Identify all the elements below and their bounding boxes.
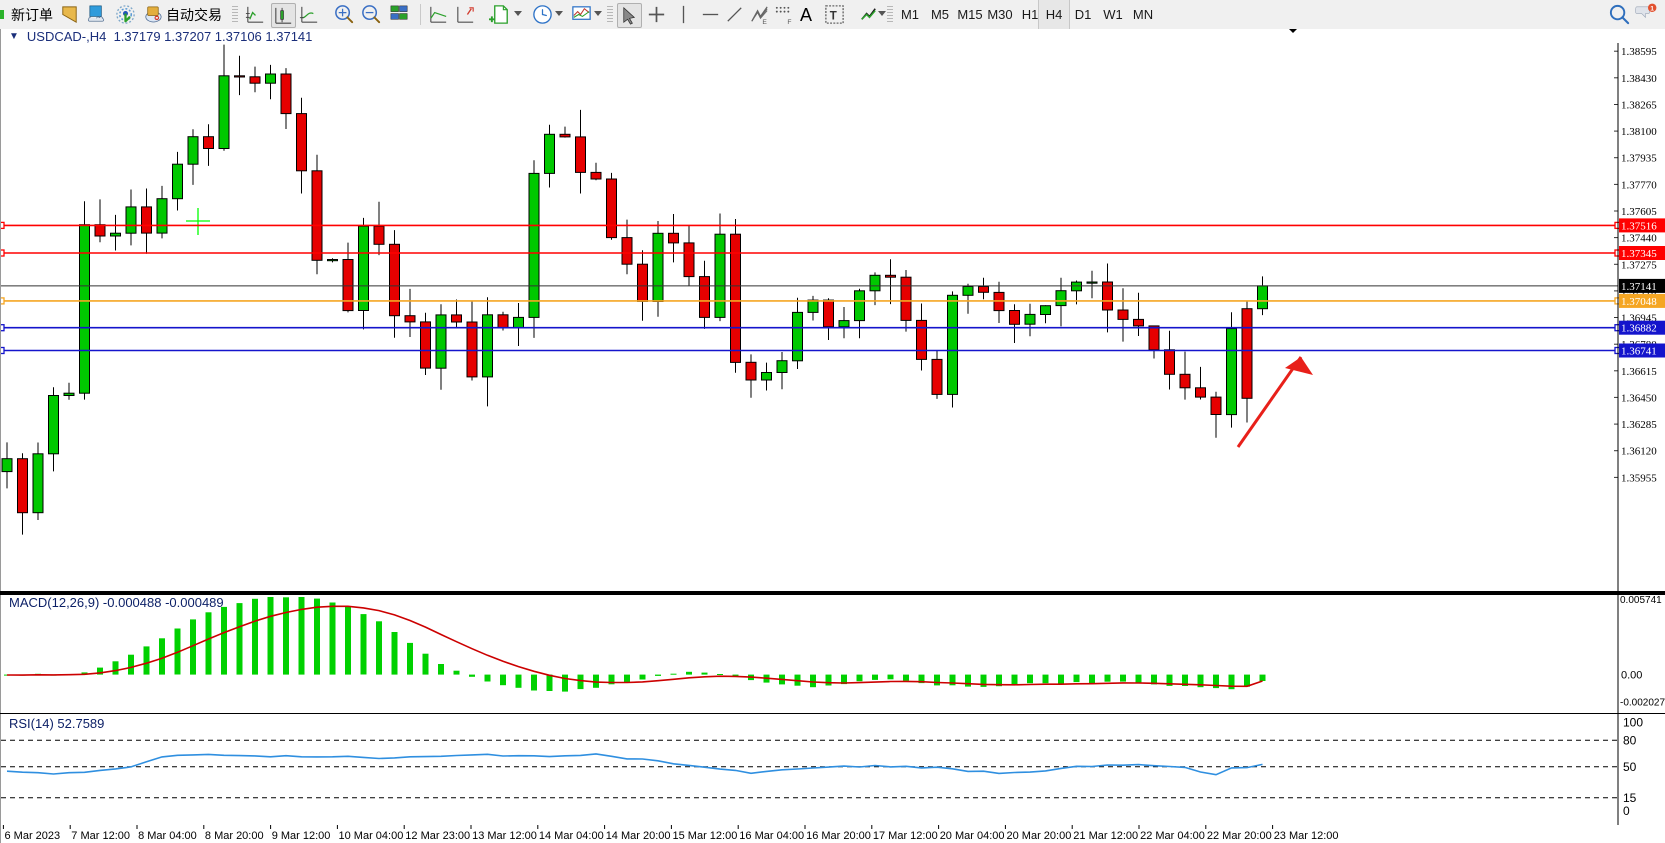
svg-text:6 Mar 2023: 6 Mar 2023 xyxy=(5,830,61,842)
svg-text:1: 1 xyxy=(1650,6,1654,13)
svg-text:80: 80 xyxy=(1623,733,1637,747)
svg-text:RSI(14) 52.7589: RSI(14) 52.7589 xyxy=(9,716,104,731)
svg-text:50: 50 xyxy=(1623,760,1637,774)
svg-text:21 Mar 12:00: 21 Mar 12:00 xyxy=(1073,830,1138,842)
svg-text:0.005741: 0.005741 xyxy=(1620,595,1662,606)
svg-text:14 Mar 04:00: 14 Mar 04:00 xyxy=(539,830,604,842)
svg-text:16 Mar 20:00: 16 Mar 20:00 xyxy=(806,830,871,842)
svg-text:1.38100: 1.38100 xyxy=(1621,126,1657,138)
svg-text:1.37345: 1.37345 xyxy=(1621,248,1657,260)
svg-text:20 Mar 20:00: 20 Mar 20:00 xyxy=(1007,830,1072,842)
svg-text:16 Mar 04:00: 16 Mar 04:00 xyxy=(739,830,804,842)
svg-text:23 Mar 12:00: 23 Mar 12:00 xyxy=(1274,830,1339,842)
svg-text:1.38265: 1.38265 xyxy=(1621,100,1657,112)
svg-text:15: 15 xyxy=(1623,791,1637,805)
svg-text:10 Mar 04:00: 10 Mar 04:00 xyxy=(339,830,404,842)
svg-text:13 Mar 12:00: 13 Mar 12:00 xyxy=(472,830,537,842)
svg-text:F: F xyxy=(787,19,791,26)
svg-text:12 Mar 23:00: 12 Mar 23:00 xyxy=(405,830,470,842)
svg-text:T: T xyxy=(830,10,837,22)
svg-text:1.36285: 1.36285 xyxy=(1621,419,1657,431)
svg-text:0: 0 xyxy=(1623,804,1630,818)
svg-text:1.35955: 1.35955 xyxy=(1621,472,1657,484)
svg-text:22 Mar 20:00: 22 Mar 20:00 xyxy=(1207,830,1272,842)
svg-text:1.36120: 1.36120 xyxy=(1621,446,1657,458)
svg-text:1.37440: 1.37440 xyxy=(1621,233,1657,245)
svg-text:0.00: 0.00 xyxy=(1621,670,1642,682)
svg-text:9 Mar 12:00: 9 Mar 12:00 xyxy=(272,830,331,842)
svg-text:22 Mar 04:00: 22 Mar 04:00 xyxy=(1140,830,1205,842)
svg-text:1.36450: 1.36450 xyxy=(1621,392,1657,404)
svg-text:1.38595: 1.38595 xyxy=(1621,46,1657,58)
svg-text:-0.002027: -0.002027 xyxy=(1620,697,1665,708)
svg-text:14 Mar 20:00: 14 Mar 20:00 xyxy=(606,830,671,842)
svg-text:1.37048: 1.37048 xyxy=(1621,296,1657,308)
svg-text:1.37516: 1.37516 xyxy=(1621,220,1657,232)
svg-text:1.37605: 1.37605 xyxy=(1621,206,1657,218)
svg-text:E: E xyxy=(762,19,767,26)
svg-text:20 Mar 04:00: 20 Mar 04:00 xyxy=(940,830,1005,842)
svg-text:MACD(12,26,9) -0.000488 -0.000: MACD(12,26,9) -0.000488 -0.000489 xyxy=(9,595,224,610)
svg-text:15 Mar 12:00: 15 Mar 12:00 xyxy=(673,830,738,842)
svg-text:7 Mar 12:00: 7 Mar 12:00 xyxy=(71,830,130,842)
svg-text:1.36882: 1.36882 xyxy=(1621,323,1657,335)
svg-text:8 Mar 04:00: 8 Mar 04:00 xyxy=(138,830,197,842)
svg-text:1.36615: 1.36615 xyxy=(1621,366,1657,378)
svg-text:1.37275: 1.37275 xyxy=(1621,259,1657,271)
svg-text:1.38430: 1.38430 xyxy=(1621,73,1657,85)
svg-text:1.37770: 1.37770 xyxy=(1621,179,1657,191)
svg-text:1.37935: 1.37935 xyxy=(1621,153,1657,165)
svg-text:1.37141: 1.37141 xyxy=(1621,281,1657,293)
svg-text:100: 100 xyxy=(1623,716,1643,730)
svg-text:17 Mar 12:00: 17 Mar 12:00 xyxy=(873,830,938,842)
svg-text:1.36741: 1.36741 xyxy=(1621,346,1657,358)
svg-text:8 Mar 20:00: 8 Mar 20:00 xyxy=(205,830,264,842)
